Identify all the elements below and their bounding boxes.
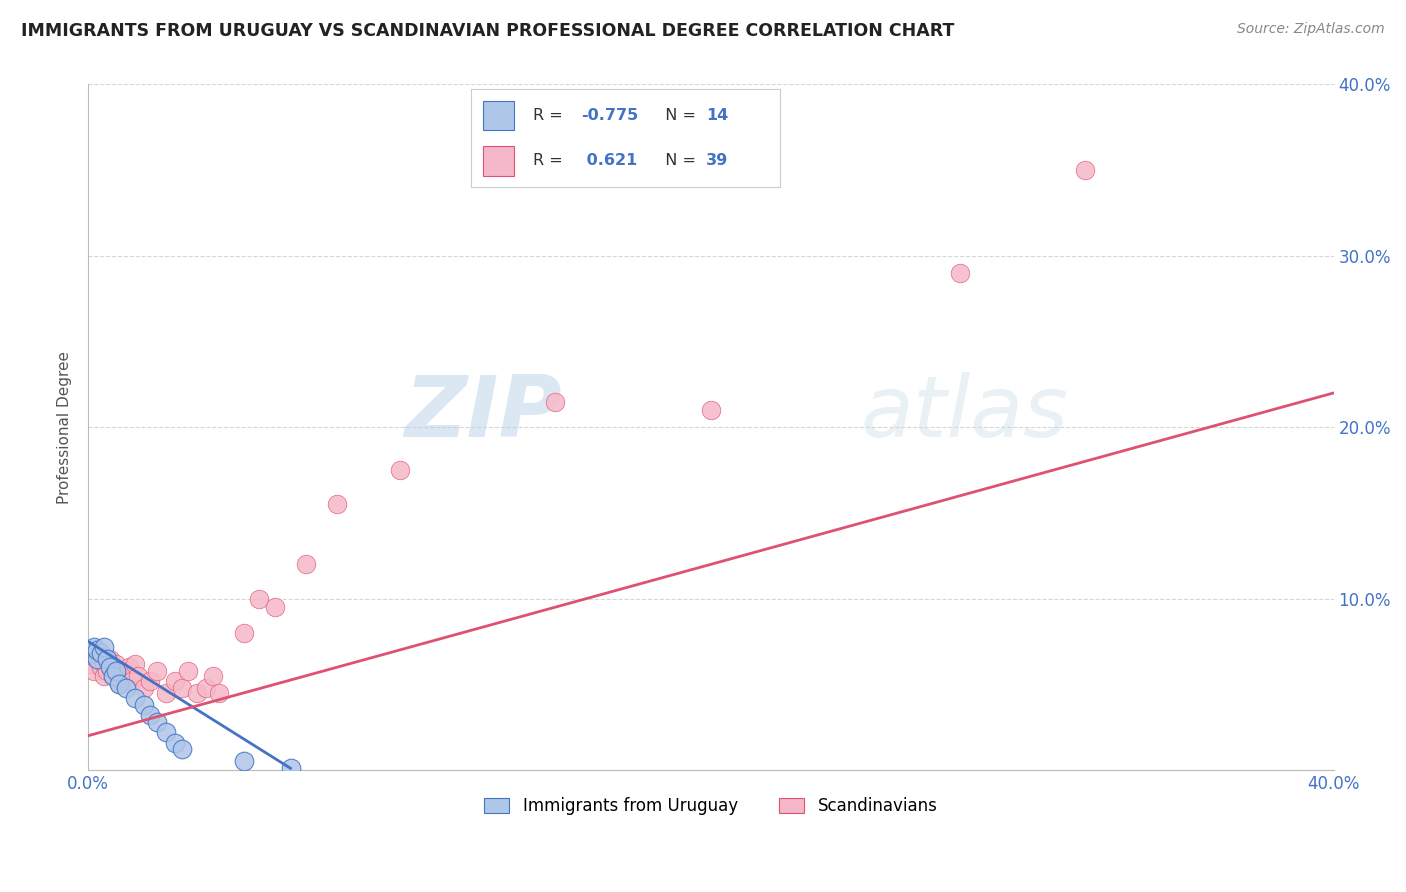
Text: ZIP: ZIP	[404, 372, 561, 455]
Point	[170, 681, 193, 695]
Point	[177, 664, 200, 678]
Text: IMMIGRANTS FROM URUGUAY VS SCANDINAVIAN PROFESSIONAL DEGREE CORRELATION CHART: IMMIGRANTS FROM URUGUAY VS SCANDINAVIAN …	[21, 22, 955, 40]
Point	[139, 673, 162, 688]
Point	[388, 463, 411, 477]
Point	[90, 660, 112, 674]
Point	[98, 660, 121, 674]
Point	[98, 651, 121, 665]
Point	[105, 664, 128, 678]
Point	[96, 664, 118, 678]
Point	[108, 677, 131, 691]
Point	[155, 725, 177, 739]
Point	[326, 497, 349, 511]
Point	[83, 640, 105, 654]
Y-axis label: Professional Degree: Professional Degree	[58, 351, 72, 504]
Point	[544, 394, 567, 409]
Point	[232, 755, 254, 769]
Point	[86, 643, 108, 657]
Point	[195, 681, 218, 695]
Text: Source: ZipAtlas.com: Source: ZipAtlas.com	[1237, 22, 1385, 37]
Point	[165, 673, 187, 688]
Point	[96, 651, 118, 665]
Point	[134, 681, 156, 695]
Point	[264, 600, 287, 615]
Point	[165, 735, 187, 749]
Point	[124, 691, 146, 706]
Point	[155, 686, 177, 700]
Point	[93, 657, 115, 671]
Point	[949, 266, 972, 280]
Point	[124, 657, 146, 671]
Point	[117, 660, 139, 674]
Point	[114, 669, 136, 683]
Point	[101, 669, 124, 683]
Text: N =: N =	[655, 108, 702, 123]
Text: R =: R =	[533, 108, 568, 123]
Point	[201, 669, 224, 683]
Point	[134, 698, 156, 712]
Point	[232, 626, 254, 640]
Point	[127, 669, 149, 683]
Point	[111, 673, 134, 688]
Point	[186, 686, 208, 700]
Point	[247, 591, 270, 606]
Point	[80, 647, 103, 661]
Point	[83, 664, 105, 678]
Point	[90, 647, 112, 661]
Point	[86, 651, 108, 665]
Bar	[484, 146, 515, 176]
Point	[295, 558, 318, 572]
Text: R =: R =	[533, 153, 568, 169]
Text: atlas: atlas	[860, 372, 1069, 455]
Point	[208, 686, 231, 700]
Point	[700, 403, 723, 417]
Text: 0.621: 0.621	[581, 153, 637, 169]
Point	[145, 664, 167, 678]
Text: N =: N =	[655, 153, 702, 169]
Text: -0.775: -0.775	[581, 108, 638, 123]
Point	[108, 664, 131, 678]
Point	[80, 657, 103, 671]
Point	[145, 714, 167, 729]
Point	[121, 673, 143, 688]
Point	[170, 742, 193, 756]
Point	[1073, 163, 1095, 178]
Point	[93, 669, 115, 683]
Point	[280, 761, 302, 775]
Text: 39: 39	[706, 153, 728, 169]
Point	[139, 708, 162, 723]
Point	[105, 657, 128, 671]
Point	[114, 681, 136, 695]
Bar	[484, 101, 515, 130]
Text: 14: 14	[706, 108, 728, 123]
Point	[86, 651, 108, 665]
Point	[101, 669, 124, 683]
Point	[108, 677, 131, 691]
Legend: Immigrants from Uruguay, Scandinavians: Immigrants from Uruguay, Scandinavians	[475, 789, 946, 823]
Point	[93, 640, 115, 654]
